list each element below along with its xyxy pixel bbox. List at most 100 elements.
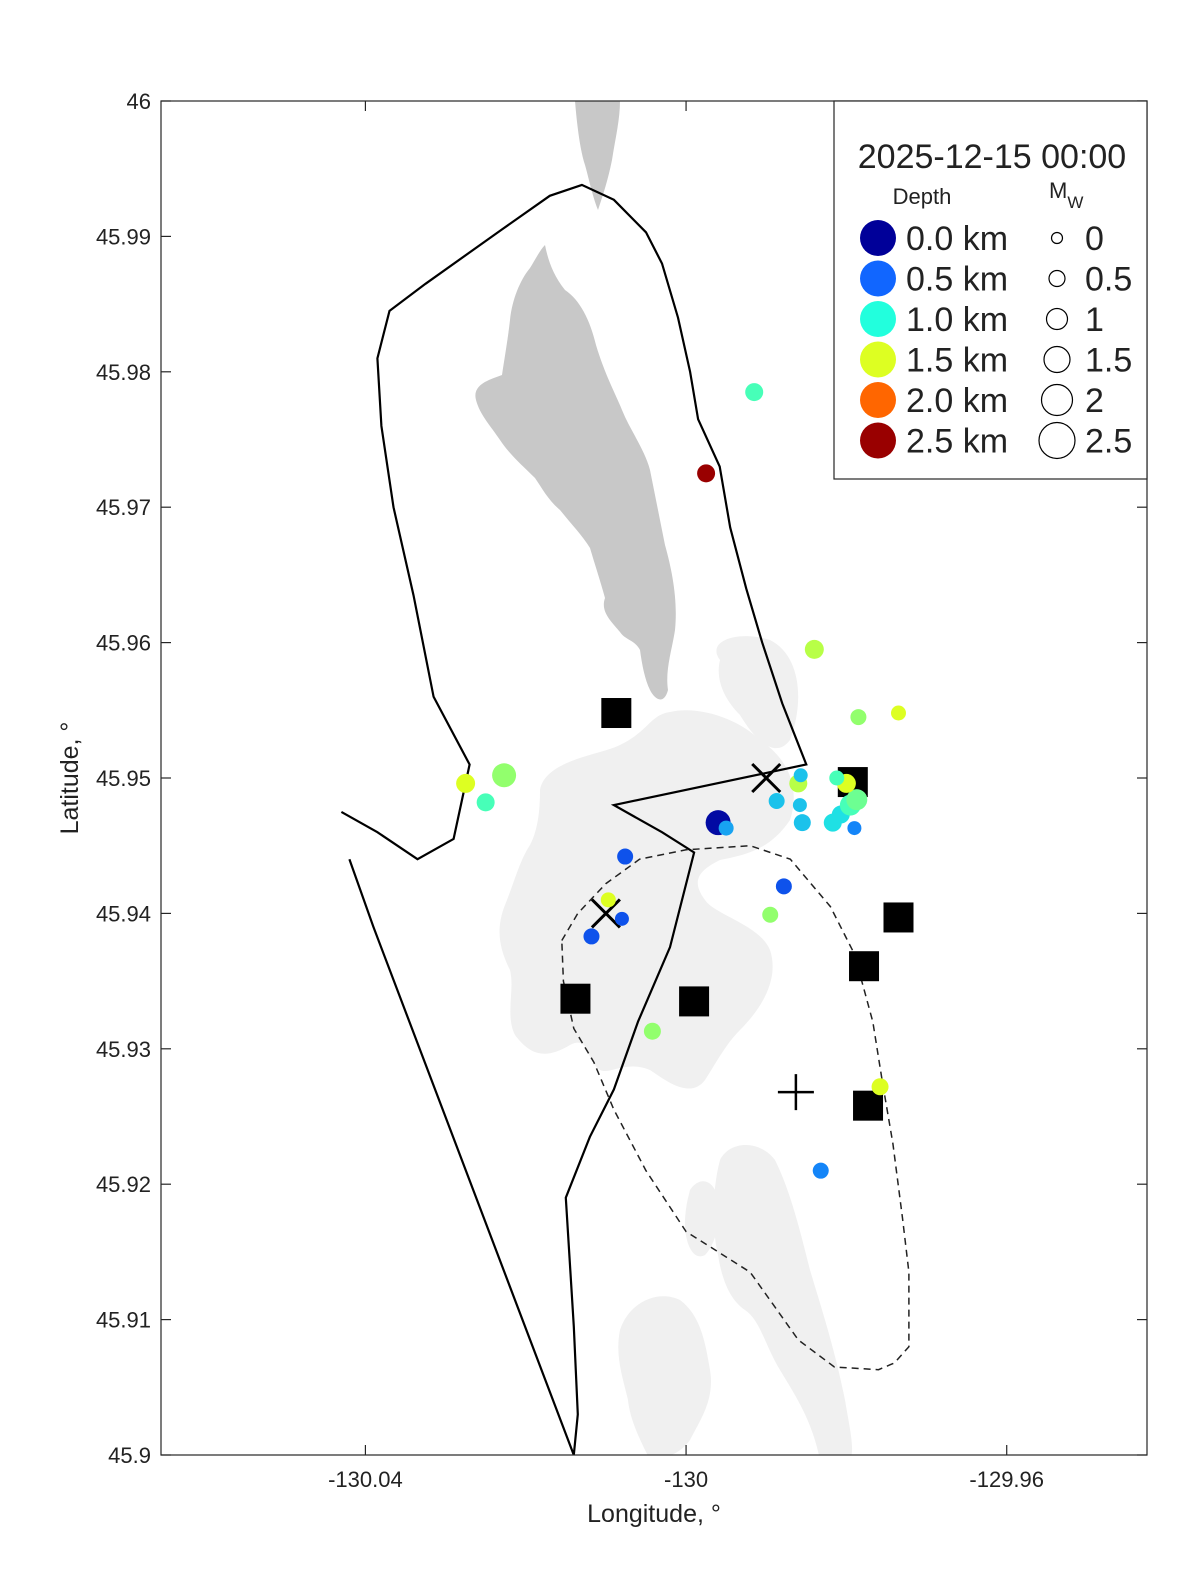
earthquake-point-29: [871, 1078, 889, 1096]
y-tick-label: 45.97: [96, 495, 151, 520]
legend-depth-label-5: 2.5 km: [906, 423, 1008, 461]
x-marker-0: [751, 762, 782, 794]
legend-depth-swatch-0: [860, 220, 896, 256]
legend-depth-label-0: 0.0 km: [906, 220, 1008, 258]
earthquake-point-23: [775, 878, 792, 895]
legend-mw-label-3: 1.5: [1085, 342, 1132, 380]
y-tick-label: 45.91: [96, 1308, 151, 1333]
legend-mw-label-2: 1: [1085, 301, 1104, 339]
shallow-area-north: [716, 636, 799, 749]
legend-depth-swatch-3: [860, 341, 896, 378]
map-layer: [340, 101, 914, 1455]
x-tick-label: -130.04: [328, 1467, 403, 1492]
land-shading: [475, 101, 676, 700]
earthquake-point-5: [456, 773, 476, 793]
y-tick-label: 45.96: [96, 631, 151, 656]
legend-depth-swatch-4: [860, 382, 896, 418]
earthquake-point-20: [829, 770, 845, 786]
y-axis-ticks: 45.9 45.91 45.92 45.93 45.94 45.95 45.96 45.97 4…: [96, 89, 1147, 1468]
earthquake-points: [456, 383, 906, 1179]
legend-mw-label-0: 0: [1085, 220, 1104, 258]
y-tick-label: 45.99: [96, 224, 151, 249]
plus-markers: [777, 1074, 814, 1111]
legend-mw-circle-5: [1038, 421, 1076, 460]
station-marker-3: [849, 951, 880, 982]
y-tick-label: 45.93: [96, 1037, 151, 1062]
survey-boundary-solid: [340, 183, 808, 1455]
legend-mw-circle-0: [1050, 231, 1064, 245]
x-axis-label: Longitude, °: [587, 1500, 721, 1528]
legend-mw-label-4: 2: [1085, 382, 1104, 420]
x-tick-label: -129.96: [969, 1467, 1044, 1492]
earthquake-point-28: [643, 1022, 661, 1040]
station-marker-2: [883, 902, 914, 933]
legend-mw-header-subscript: W: [1067, 193, 1083, 212]
legend-depth-label-1: 0.5 km: [906, 261, 1008, 299]
legend-depth-label-2: 1.0 km: [906, 301, 1008, 339]
legend-mw-label-5: 2.5: [1085, 423, 1132, 461]
legend-mw-header: MW: [1049, 178, 1083, 212]
x-tick-label: -130: [664, 1467, 708, 1492]
legend-depth-label-3: 1.5 km: [906, 342, 1008, 380]
earthquake-point-26: [614, 911, 629, 926]
legend-depth-swatch-1: [860, 260, 896, 297]
x-axis-ticks: -130.04 -130 -129.96: [328, 101, 1044, 1492]
shallow-area-southwest: [618, 1296, 711, 1455]
legend-mw-circle-1: [1048, 269, 1066, 288]
legend-mw-header-main: M: [1049, 178, 1067, 203]
earthquake-point-6: [476, 793, 495, 812]
x-markers: [590, 762, 782, 929]
plus-marker-0: [777, 1074, 814, 1111]
earthquake-point-27: [583, 928, 600, 945]
earthquake-point-25: [600, 892, 616, 908]
x-marker-1: [590, 898, 621, 929]
legend-depth-header: Depth: [893, 184, 952, 209]
y-tick-label: 45.94: [96, 901, 151, 926]
earthquake-point-1: [697, 464, 716, 483]
earthquake-point-2: [804, 639, 824, 659]
earthquake-point-13: [792, 798, 807, 813]
y-tick-label: 45.9: [108, 1443, 151, 1468]
earthquake-point-7: [492, 763, 517, 788]
earthquake-point-21: [847, 821, 862, 836]
shallow-area-south: [713, 1145, 853, 1455]
earthquake-point-4: [890, 705, 906, 721]
legend-title: 2025-12-15 00:00: [858, 138, 1126, 176]
y-tick-label: 45.98: [96, 360, 151, 385]
land-axial-ridge: [475, 245, 676, 700]
legend-mw-label-1: 0.5: [1085, 261, 1132, 299]
legend-mw-entries: 00.511.522.5: [1038, 220, 1132, 461]
y-tick-label: 46: [127, 89, 151, 114]
x-marker-stroke-b: [590, 898, 621, 929]
legend-mw-circle-4: [1040, 383, 1074, 417]
legend: 2025-12-15 00:00 Depth MW 0.0 km0.5 km1.…: [833, 100, 1148, 480]
earthquake-point-30: [812, 1162, 829, 1179]
station-marker-5: [679, 986, 710, 1017]
earthquake-point-14: [793, 814, 811, 832]
earthquake-point-18: [846, 789, 868, 811]
y-tick-label: 45.95: [96, 766, 151, 791]
earthquake-point-3: [850, 709, 867, 726]
caldera-outline-dashed: [561, 844, 910, 1371]
legend-depth-swatch-5: [860, 422, 896, 459]
station-marker-6: [853, 1090, 884, 1121]
shallow-area-southeast-spur: [684, 1181, 720, 1257]
earthquake-point-0: [745, 383, 764, 402]
x-marker-stroke-b: [751, 762, 782, 794]
earthquake-point-10: [768, 793, 785, 810]
earthquake-point-12: [793, 768, 808, 783]
station-marker-0: [601, 698, 632, 729]
legend-mw-circle-2: [1045, 307, 1069, 331]
legend-depth-swatch-2: [860, 301, 896, 337]
station-marker-4: [560, 983, 591, 1014]
earthquake-point-9: [718, 820, 734, 836]
legend-depth-entries: 0.0 km0.5 km1.0 km1.5 km2.0 km2.5 km: [860, 220, 1008, 461]
legend-mw-circle-3: [1043, 345, 1071, 374]
land-northern-strip: [575, 101, 620, 210]
earthquake-point-24: [762, 906, 779, 923]
y-axis-label: Latitude, °: [56, 722, 84, 835]
legend-depth-label-4: 2.0 km: [906, 382, 1008, 420]
earthquake-point-22: [617, 848, 634, 865]
y-tick-label: 45.92: [96, 1172, 151, 1197]
